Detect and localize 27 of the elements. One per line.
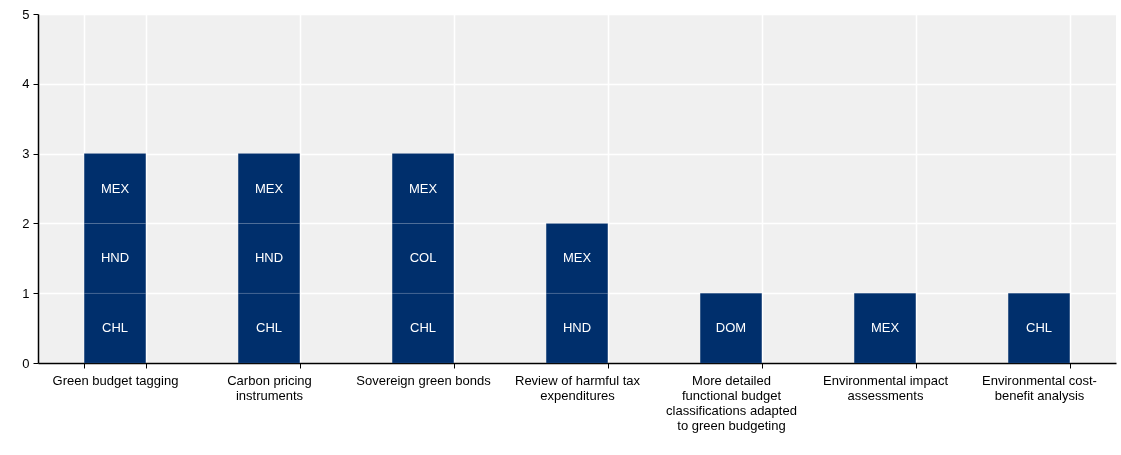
data-label: HND — [254, 250, 284, 266]
x-tick-label: Review of harmful tax expenditures — [515, 372, 641, 403]
x-tick-label: Environmental cost-benefit analysis — [982, 372, 1097, 403]
y-tick-label: 2 — [22, 215, 30, 231]
x-tick-label: Environmental impact assessments — [823, 372, 949, 403]
y-tick-label: 1 — [22, 285, 30, 301]
data-label: CHL — [101, 320, 129, 336]
y-tick-label: 3 — [22, 146, 30, 162]
x-tick-label: More detailed functional budget classifications adapted to green budgeting — [666, 372, 797, 433]
data-label: MEX — [870, 320, 900, 336]
data-label: MEX — [254, 180, 284, 196]
data-label: CHL — [255, 320, 283, 336]
data-label: MEX — [562, 250, 592, 266]
y-tick-label: 4 — [22, 76, 30, 92]
data-label: HND — [562, 320, 592, 336]
data-label: CHL — [409, 320, 437, 336]
x-tick-label: Sovereign green bonds — [356, 372, 492, 388]
data-label: COL — [409, 250, 437, 266]
x-tick-label: Carbon pricing instruments — [227, 372, 312, 403]
data-label: DOM — [715, 320, 747, 336]
data-label: HND — [100, 250, 130, 266]
data-label: MEX — [100, 180, 130, 196]
data-label: MEX — [408, 180, 438, 196]
y-tick-label: 5 — [22, 6, 30, 22]
x-tick-label: Green budget tagging — [52, 372, 179, 388]
y-tick-label: 0 — [22, 355, 30, 371]
data-label: CHL — [1025, 320, 1053, 336]
